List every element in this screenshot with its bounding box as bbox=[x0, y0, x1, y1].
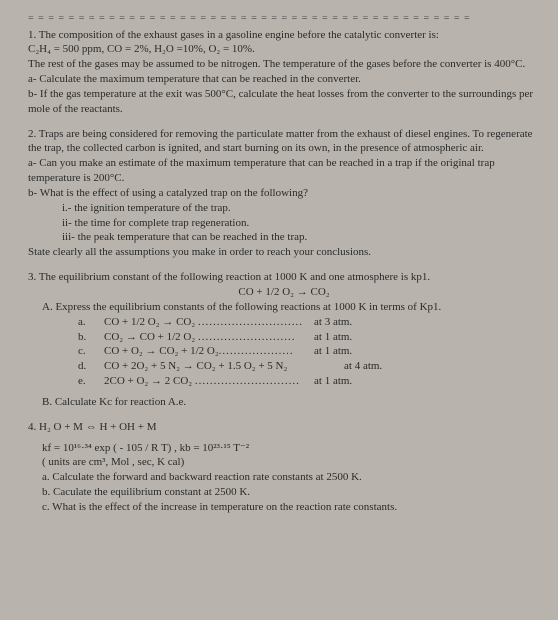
q3-c-label: c. bbox=[78, 344, 104, 359]
q3-d-eq: CO + 2O₂ + 5 N₂ → CO₂ + 1.5 O₂ + 5 N₂ bbox=[104, 359, 344, 374]
q1-line4: a- Calculate the maximum temperature tha… bbox=[28, 72, 540, 87]
q2-line1: 2. Traps are being considered for removi… bbox=[28, 127, 540, 157]
q3-line1: 3. The equilibrium constant of the follo… bbox=[28, 270, 540, 285]
q2-line3: b- What is the effect of using a catalyz… bbox=[28, 186, 540, 201]
q2-item-iii: iii- the peak temperature that can be re… bbox=[28, 230, 540, 245]
q3-b: b. CO₂ → CO + 1/2 O₂ ...................… bbox=[28, 330, 540, 345]
q4-line1: 4. H₂ O + M ⇔ H + OH + M bbox=[28, 420, 540, 435]
q1-line1: 1. The composition of the exhaust gases … bbox=[28, 28, 540, 43]
q2-line4: State clearly all the assumptions you ma… bbox=[28, 245, 540, 260]
q4-line4: a. Calculate the forward and backward re… bbox=[28, 470, 540, 485]
q3-partA: A. Express the equilibrium constants of … bbox=[28, 300, 540, 315]
q4-line5: b. Caculate the equilibrium constant at … bbox=[28, 485, 540, 500]
q3-b-cond: at 1 atm. bbox=[314, 330, 352, 345]
q3-a-label: a. bbox=[78, 315, 104, 330]
q4-line6: c. What is the effect of the increase in… bbox=[28, 500, 540, 515]
question-4: 4. H₂ O + M ⇔ H + OH + M kf = 10¹⁶·³⁴ ex… bbox=[28, 420, 540, 515]
q2-item-ii: ii- the time for complete trap regenerat… bbox=[28, 216, 540, 231]
q1-line5: b- If the gas temperature at the exit wa… bbox=[28, 87, 540, 117]
q3-c: c. CO + O₂ → CO₂ + 1/2 O₂...............… bbox=[28, 344, 540, 359]
q3-e: e. 2CO + O₂ → 2 CO₂ ....................… bbox=[28, 374, 540, 389]
q2-item-i: i.- the ignition temperature of the trap… bbox=[28, 201, 540, 216]
q2-line2: a- Can you make an estimate of the maxim… bbox=[28, 156, 540, 186]
question-3: 3. The equilibrium constant of the follo… bbox=[28, 270, 540, 410]
q3-c-eq: CO + O₂ → CO₂ + 1/2 O₂..................… bbox=[104, 344, 314, 359]
question-1: 1. The composition of the exhaust gases … bbox=[28, 28, 540, 117]
q3-d-cond: at 4 atm. bbox=[344, 359, 382, 374]
q3-e-cond: at 1 atm. bbox=[314, 374, 352, 389]
q3-partB: B. Calculate Kc for reaction A.e. bbox=[28, 395, 540, 410]
q3-c-cond: at 1 atm. bbox=[314, 344, 352, 359]
question-2: 2. Traps are being considered for removi… bbox=[28, 127, 540, 261]
q3-a-cond: at 3 atm. bbox=[314, 315, 352, 330]
q3-d-label: d. bbox=[78, 359, 104, 374]
q3-a-eq: CO + 1/2 O₂ → CO₂ ......................… bbox=[104, 315, 314, 330]
q3-e-label: e. bbox=[78, 374, 104, 389]
q4-line2: kf = 10¹⁶·³⁴ exp ( - 105 / R T) , kb = 1… bbox=[28, 441, 540, 456]
q3-main-eq: CO + 1/2 O₂ → CO₂ bbox=[28, 285, 540, 300]
q3-b-eq: CO₂ → CO + 1/2 O₂ ......................… bbox=[104, 330, 314, 345]
q3-a: a. CO + 1/2 O₂ → CO₂ ...................… bbox=[28, 315, 540, 330]
q3-e-eq: 2CO + O₂ → 2 CO₂ .......................… bbox=[104, 374, 314, 389]
q4-line3: ( units are cm³, Mol , sec, K cal) bbox=[28, 455, 540, 470]
q1-line2: C₂H₄ = 500 ppm, CO = 2%, H₂O =10%, O₂ = … bbox=[28, 42, 540, 57]
q3-d: d. CO + 2O₂ + 5 N₂ → CO₂ + 1.5 O₂ + 5 N₂… bbox=[28, 359, 540, 374]
q3-b-label: b. bbox=[78, 330, 104, 345]
q1-line3: The rest of the gases may be assumed to … bbox=[28, 57, 540, 72]
separator-line: = = = = = = = = = = = = = = = = = = = = … bbox=[28, 12, 540, 26]
